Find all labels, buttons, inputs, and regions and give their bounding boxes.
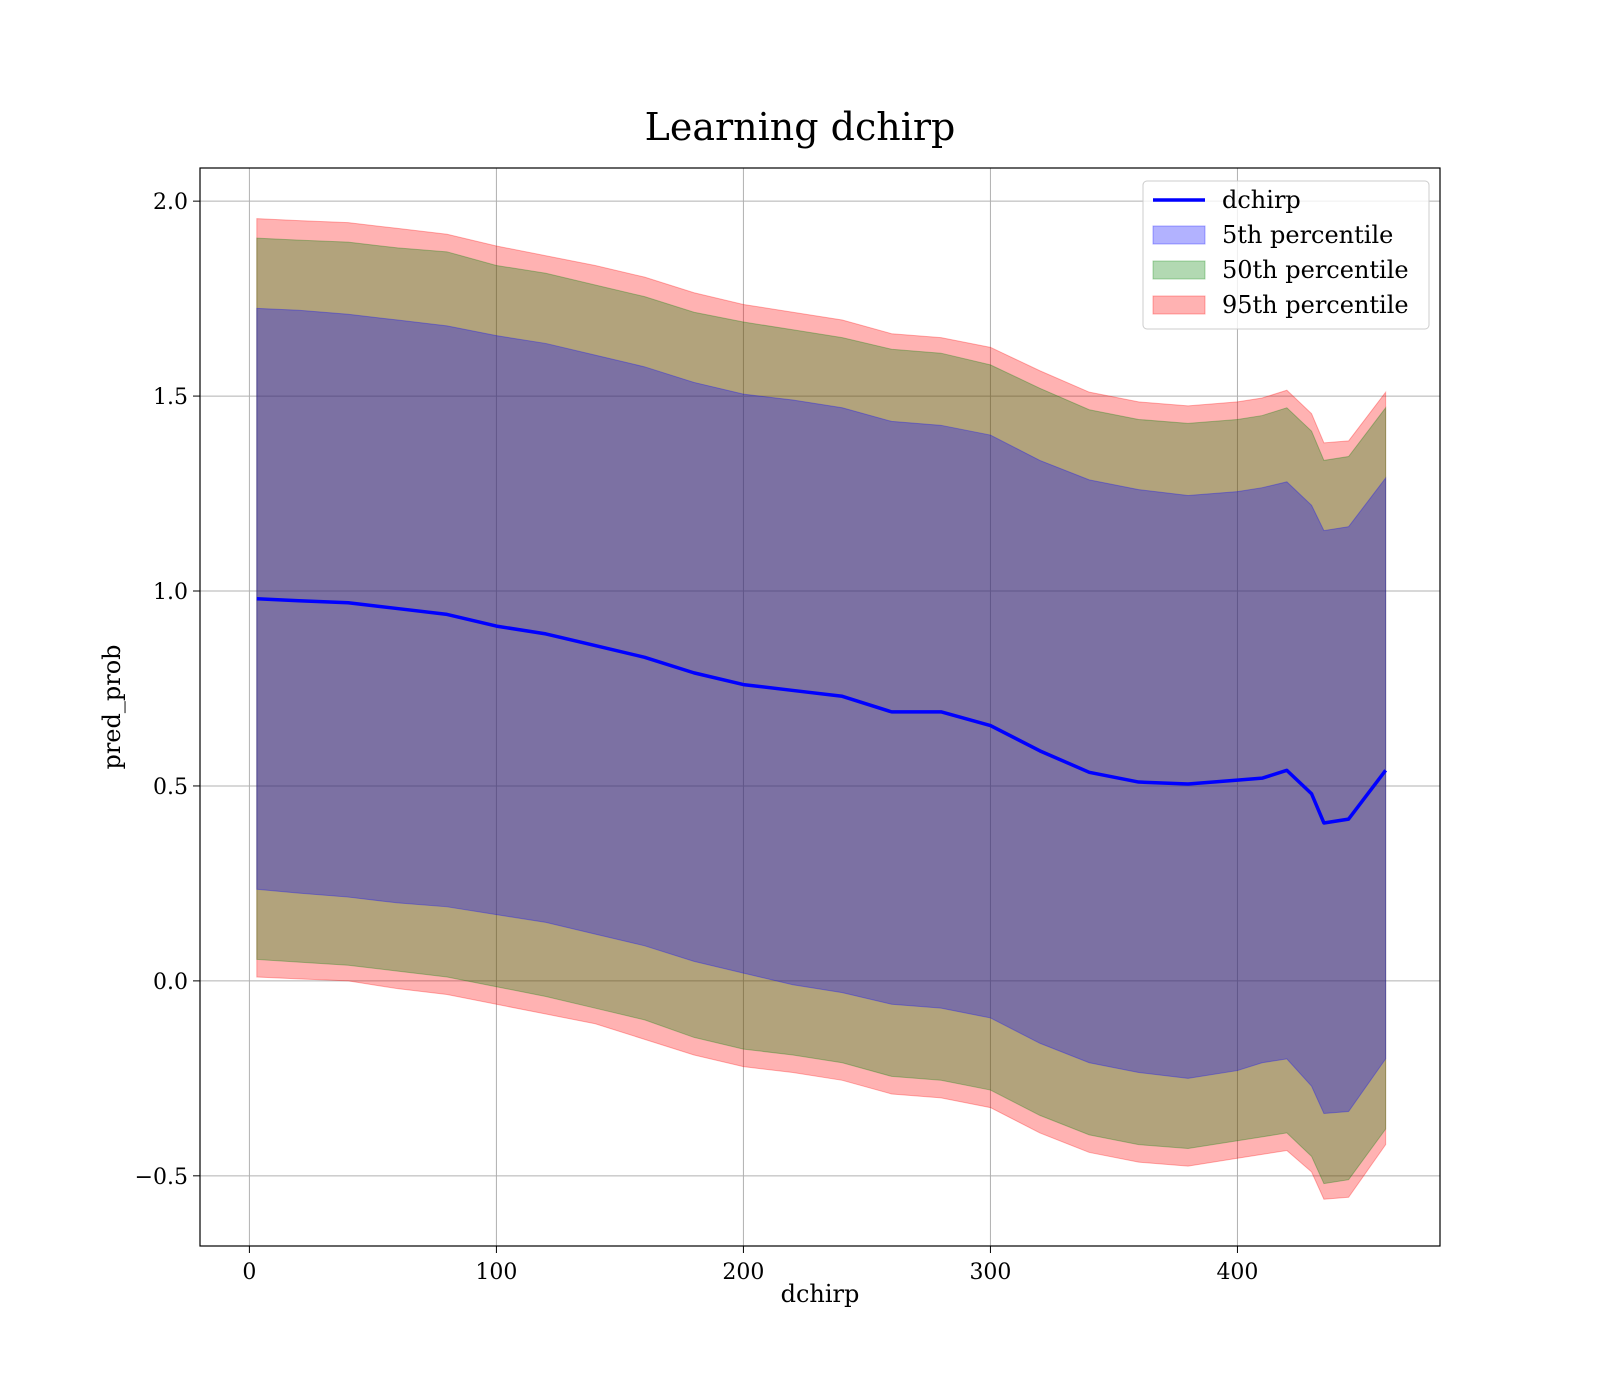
- band-50th-percentile: [256, 237, 1387, 1185]
- x-axis-label: dchirp: [781, 1280, 860, 1308]
- legend-label-dchirp: dchirp: [1222, 186, 1301, 214]
- x-tick-label: 200: [722, 1260, 764, 1285]
- grid: [200, 168, 1440, 1246]
- band-95th-percentile: [256, 218, 1387, 1200]
- x-axis-ticks: 0 100 200 300 400: [242, 1246, 1258, 1285]
- percentile-bands: [256, 218, 1387, 1200]
- x-tick-label: 100: [475, 1260, 517, 1285]
- y-tick-label: 2.0: [153, 190, 188, 215]
- legend-box: [1142, 180, 1430, 330]
- legend-swatch-50th: [1152, 260, 1206, 280]
- plot-frame: [199, 167, 1441, 1247]
- legend-label-50th: 50th percentile: [1222, 256, 1409, 284]
- y-tick-label: 1.5: [153, 385, 188, 410]
- y-axis-label: pred_prob: [98, 644, 126, 769]
- series-line-dchirp: [256, 597, 1388, 825]
- y-axis-ticks: −0.5 0.0 0.5 1.0 1.5 2.0: [135, 190, 200, 1190]
- legend-swatch-5th: [1152, 225, 1206, 245]
- legend-label-95th: 95th percentile: [1222, 291, 1409, 319]
- x-tick-label: 0: [242, 1260, 256, 1285]
- legend-label-5th: 5th percentile: [1222, 221, 1393, 249]
- chart-title: Learning dchirp: [645, 105, 956, 149]
- y-tick-label: 0.5: [153, 775, 188, 800]
- y-tick-label: 0.0: [153, 970, 188, 995]
- y-tick-label: 1.0: [153, 580, 188, 605]
- band-5th-percentile: [256, 307, 1387, 1114]
- legend-swatch-95th: [1152, 295, 1206, 315]
- y-tick-label: −0.5: [135, 1165, 188, 1190]
- x-tick-label: 300: [969, 1260, 1011, 1285]
- x-tick-label: 400: [1216, 1260, 1258, 1285]
- line-layer: [256, 597, 1388, 825]
- legend: dchirp 5th percentile 50th percentile 95…: [1142, 180, 1430, 330]
